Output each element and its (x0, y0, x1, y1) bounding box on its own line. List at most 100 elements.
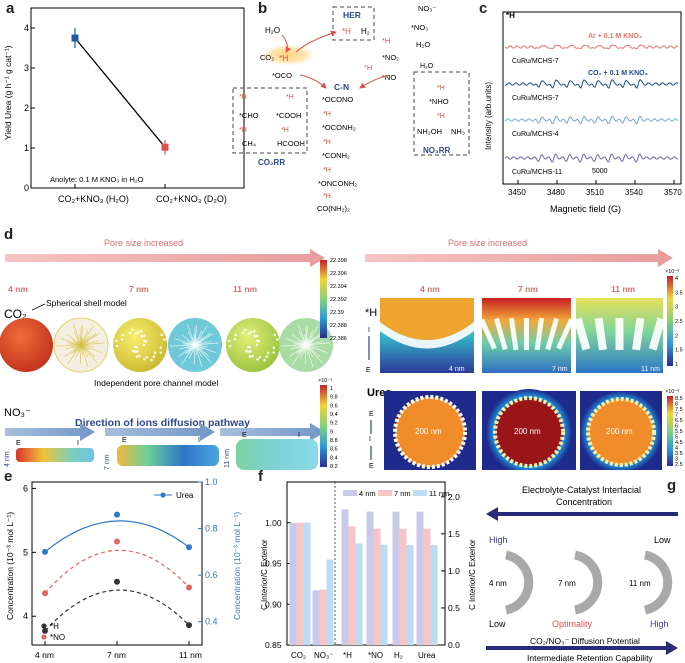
panel-e-chart: 4 5 6 0.4 0.6 0.8 1.0 4 nm 7 nm 11 nm Urea *H *NO Co… (5, 477, 242, 660)
legend-h-marker (41, 623, 47, 629)
e-point (114, 578, 120, 585)
colorbar-tick: 3 (675, 305, 678, 311)
cb4-title: ×10⁻³ (665, 389, 679, 395)
f-ytick-right-label: 1.5 (448, 529, 460, 539)
pore-hole (250, 330, 253, 334)
g-size-7nm: 7 nm (558, 579, 576, 588)
urea-sphere-7nm (493, 396, 565, 468)
pore-hole (243, 328, 247, 332)
colorbar-tick: 2.5 (675, 462, 683, 468)
colorbar-tick: 4 (675, 446, 678, 452)
pore-channel (80, 333, 97, 346)
pore-channel (194, 344, 204, 350)
urea-e-bottom: E (369, 463, 374, 470)
diffusion-arrow-3 (220, 423, 325, 441)
e-point (114, 538, 120, 545)
star-h-c: *H (364, 63, 372, 72)
h-interior-4nm (380, 298, 474, 340)
panel-label-c: c (479, 0, 488, 17)
panel-label-a: a (6, 0, 15, 17)
pore-hole (115, 344, 119, 348)
arrow-no-cn (359, 74, 391, 89)
pore-hole (249, 350, 252, 353)
star-conh2: *CONH₂ (322, 151, 350, 160)
panel-label-d: d (4, 226, 14, 243)
legend-no-label: *NO (50, 633, 65, 642)
h2o-label: H₂O (265, 26, 280, 35)
pore-channel (80, 325, 94, 346)
pore-channel (281, 344, 307, 347)
size-4nm-right: 4 nm (420, 284, 440, 294)
co2-label: CO₂ (260, 53, 274, 62)
g-top2: Concentration (556, 497, 612, 507)
no3-title: NO₃⁻ (4, 407, 31, 419)
e-label-3: E (242, 432, 247, 439)
pore-channel (194, 340, 212, 346)
pore-channel (80, 344, 94, 348)
pore-slot (534, 317, 545, 351)
pore-hole (145, 355, 149, 359)
pore-channel (194, 344, 203, 358)
arrow-oco-cn (299, 74, 327, 89)
urea-i: I (369, 436, 371, 443)
pore-hole (137, 330, 140, 334)
g-pore-11nm (643, 550, 673, 615)
pore-hole (128, 331, 132, 335)
pore-hole (140, 334, 144, 338)
pore-channel (187, 344, 196, 354)
star-no: *NO (382, 73, 396, 82)
pore-size-arrow-left (5, 249, 325, 267)
pore-size-arrow-right (365, 249, 673, 267)
pore-channel (290, 344, 307, 350)
epr-xtick-label: 3510 (586, 188, 604, 197)
g-pore-4nm (504, 550, 534, 615)
pore-hole (120, 337, 124, 341)
independent-pore-label: Independent pore channel model (94, 378, 218, 388)
pore-hole (143, 358, 146, 361)
pore-channel (179, 344, 196, 350)
pore-hole (234, 333, 237, 337)
f-bar (373, 528, 381, 645)
pore-hole (273, 333, 277, 337)
e-frame (31, 481, 203, 646)
epr-trace (504, 115, 679, 125)
epr-xtick-label: 3450 (508, 188, 526, 197)
colorbar-tick: 22.386 (330, 336, 347, 342)
pore-hole (159, 346, 163, 350)
cb2-title: ×10⁻¹ (318, 378, 332, 384)
pore-channel (289, 344, 307, 357)
f-bar (289, 522, 297, 645)
pore-channel (305, 344, 314, 358)
colorbar-tick: 22.398 (330, 258, 347, 264)
pore-hole (152, 355, 156, 358)
pore-hole (142, 339, 146, 343)
pore-increase-left-label: Pore size increased (104, 238, 183, 248)
nh2oh: NH₂OH (417, 127, 442, 136)
pore-hole (251, 354, 254, 358)
pore-slot (479, 318, 497, 350)
colorbar-tick: 22.394 (330, 284, 347, 290)
f-xtick-label: Urea (418, 651, 436, 660)
g-bottom2: Intermediate Retention Capability (527, 653, 653, 663)
panel-g-schematic: Electrolyte-Catalyst Interfacial Concent… (486, 485, 678, 663)
e-ytick-left-label: 6 (23, 483, 28, 493)
f-ylabel-right: C Interior/C Exterior (468, 539, 477, 610)
x-tick-h2o: CO₂+KNO₃ (H₂O) (58, 194, 129, 204)
star-h-cn2: *H (323, 139, 331, 146)
len-7nm: 7 nm (104, 454, 111, 470)
colorbar-tick: 6.5 (675, 418, 683, 424)
colorbar-tick: 2.5 (675, 319, 683, 325)
len-11nm: 11 nm (224, 449, 231, 468)
f-bar (355, 543, 363, 645)
colorbar-tick: 8.8 (330, 438, 338, 444)
star-h-no3b: *H (437, 113, 445, 120)
urea-sphere-11nm (586, 397, 656, 467)
pore-hole (139, 329, 143, 333)
star-oco: *OCO (272, 71, 292, 80)
colorbar-tick: 9.2 (330, 421, 338, 427)
h-i-label: I (368, 327, 370, 334)
pore-channel (305, 340, 323, 346)
colorbar-tick: 2 (675, 333, 678, 339)
g-size-4nm: 4 nm (489, 579, 507, 588)
pore-hole (272, 351, 275, 354)
